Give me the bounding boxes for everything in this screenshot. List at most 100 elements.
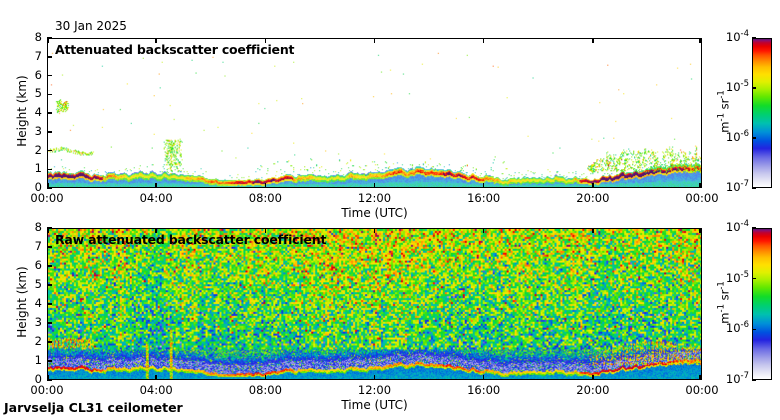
plot-area-raw-backscatter[interactable] — [47, 228, 702, 380]
x-tick — [264, 375, 267, 380]
colorbar-tick — [752, 87, 756, 89]
x-tick-label: 20:00 — [576, 383, 610, 397]
x-tick-label: 08:00 — [248, 191, 282, 205]
instrument-label: Jarvselja CL31 ceilometer — [4, 400, 183, 415]
x-tick-top — [373, 228, 376, 233]
y-tick — [47, 341, 52, 343]
colorbar-tick-label: 10-6 — [725, 320, 749, 336]
y-tick-label: 8 — [34, 30, 42, 44]
colorbar-tick-label: 10-5 — [725, 79, 749, 94]
colorbar-panel2 — [752, 228, 772, 380]
x-tick-label: 00:00 — [30, 383, 64, 397]
x-tick — [699, 375, 701, 380]
colorbar-tick — [752, 379, 756, 381]
y-tick-label: 1 — [34, 353, 42, 367]
x-tick-top — [47, 38, 49, 43]
raw-backscatter-heatmap — [48, 229, 701, 379]
colorbar-tick — [752, 37, 756, 39]
y-tick — [47, 246, 52, 248]
x-tick-label: 20:00 — [576, 191, 610, 205]
x-tick-top — [264, 38, 267, 43]
x-tick-label: 00:00 — [30, 191, 64, 205]
x-axis-title-panel2: Time (UTC) — [341, 398, 408, 412]
y-tick — [47, 93, 52, 95]
x-tick-top — [482, 38, 485, 43]
colorbar-tick — [752, 227, 756, 229]
x-tick-top — [155, 228, 157, 233]
x-tick-top — [373, 38, 376, 43]
colorbar-panel1 — [752, 38, 772, 188]
y-tick-label: 6 — [34, 258, 42, 272]
x-tick-label: 04:00 — [139, 383, 173, 397]
x-tick — [482, 375, 485, 380]
y-tick — [47, 131, 52, 133]
x-tick-top — [155, 38, 157, 43]
panel-title-raw: Raw attenuated backscatter coefficient — [55, 232, 327, 247]
colorbar-tick — [752, 187, 756, 189]
y-tick-label: 6 — [34, 67, 42, 82]
x-tick — [155, 183, 157, 188]
y-tick-label: 0 — [34, 180, 42, 194]
y-tick — [47, 56, 52, 58]
colorbar-tick — [752, 277, 756, 280]
x-tick-label: 16:00 — [467, 191, 501, 205]
x-tick-label: 12:00 — [357, 191, 392, 205]
colorbar-tick-label: 10-5 — [725, 269, 749, 285]
y-tick — [47, 265, 52, 267]
colorbar-tick-label: 10-4 — [725, 219, 749, 234]
panel-title-attenuated: Attenuated backscatter coefficient — [55, 42, 295, 57]
colorbar-tick-label: 10-6 — [725, 129, 749, 144]
y-tick — [47, 187, 52, 189]
x-tick-top — [699, 38, 701, 43]
x-tick-top — [592, 38, 594, 43]
y-tick — [47, 168, 52, 170]
y-tick-label: 1 — [34, 161, 42, 176]
y-tick — [47, 303, 52, 305]
x-tick — [47, 183, 49, 188]
y-tick-label: 4 — [34, 296, 42, 310]
x-tick — [373, 375, 376, 380]
y-tick-label: 2 — [34, 142, 42, 157]
y-tick — [47, 227, 52, 229]
colorbar-tick — [752, 328, 756, 331]
y-tick — [47, 149, 52, 152]
x-tick-label: 00:00 — [685, 383, 719, 397]
x-tick — [482, 183, 485, 188]
y-tick-label: 5 — [34, 86, 42, 101]
plot-area-attenuated-backscatter[interactable] — [47, 38, 702, 188]
y-tick-label: 5 — [34, 277, 42, 291]
y-tick-label: 7 — [34, 239, 42, 253]
colorbar-tick-label: 10-7 — [725, 371, 749, 386]
y-tick-label: 3 — [34, 123, 42, 138]
y-tick — [47, 379, 52, 381]
x-tick-label: 16:00 — [467, 383, 501, 397]
y-tick — [47, 322, 52, 324]
x-tick-label: 04:00 — [139, 191, 173, 205]
x-tick — [699, 183, 701, 188]
x-tick — [264, 183, 267, 188]
y-tick-label: 3 — [34, 315, 42, 329]
x-tick — [373, 183, 376, 188]
colorbar-tick — [752, 137, 756, 139]
y-tick-label: 8 — [34, 220, 42, 234]
backscatter-heatmap — [48, 39, 701, 187]
y-tick-label: 4 — [34, 105, 42, 119]
x-tick-label: 00:00 — [685, 191, 719, 205]
colorbar-tick-label: 10-7 — [725, 179, 749, 194]
x-tick-label: 12:00 — [357, 383, 392, 397]
y-tick — [47, 112, 52, 114]
x-axis-title-panel1: Time (UTC) — [341, 206, 408, 220]
y-tick-label: 0 — [34, 372, 42, 386]
x-tick-top — [592, 228, 594, 233]
date-label: 30 Jan 2025 — [55, 19, 127, 33]
x-tick-top — [482, 228, 485, 233]
x-tick-top — [699, 228, 701, 233]
x-tick — [47, 375, 49, 380]
y-tick-label: 7 — [34, 48, 42, 63]
x-tick-label: 08:00 — [248, 383, 282, 397]
y-tick — [47, 74, 52, 77]
x-tick — [592, 375, 594, 380]
y-tick — [47, 284, 52, 286]
y-tick-label: 2 — [34, 334, 42, 348]
y-tick — [47, 37, 52, 39]
